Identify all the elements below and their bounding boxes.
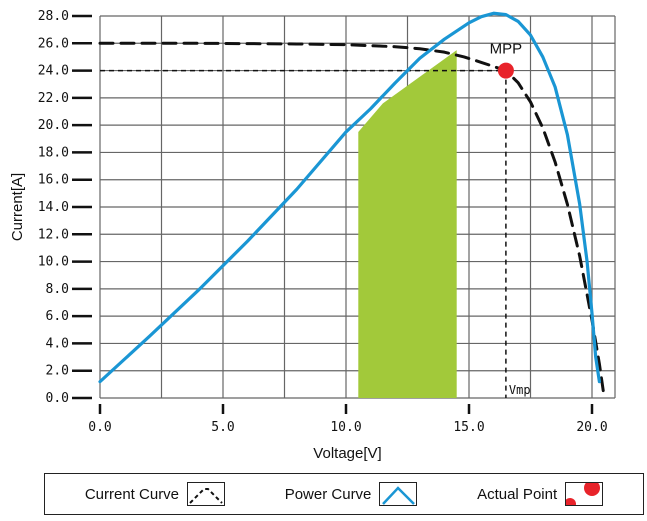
x-tick-label: 5.0 <box>211 420 234 435</box>
vmp-label: Vmp <box>509 383 531 397</box>
y-tick-label: 10.0 <box>38 255 69 270</box>
chart: 0.0 2.0 4.0 6.0 8.0 10.0 12.0 14.0 16.0 18.0 20.0 2… <box>9 9 616 462</box>
y-tick-label: 0.0 <box>46 391 69 406</box>
legend-label-power: Power Curve <box>284 485 372 503</box>
y-tick-label: 6.0 <box>46 309 69 324</box>
y-tick-label: 18.0 <box>38 145 69 160</box>
y-tick-label: 2.0 <box>46 364 69 379</box>
power-curve-line <box>98 11 601 384</box>
y-tick-label: 20.0 <box>38 118 69 133</box>
legend-label-actual: Actual Point <box>477 485 558 503</box>
x-axis-title: Voltage[V] <box>313 445 381 462</box>
mpp-label: MPP <box>490 41 523 58</box>
y-tick-label: 12.0 <box>38 227 69 242</box>
legend-item-power[interactable]: Power Curve <box>285 482 418 506</box>
legend-label-current: Current Curve <box>84 485 180 503</box>
power-curve-icon <box>379 482 418 506</box>
y-tick-label: 16.0 <box>38 173 69 188</box>
y-tick-label: 24.0 <box>38 64 69 79</box>
y-tick-label: 26.0 <box>38 36 69 51</box>
mpp-point <box>497 62 514 79</box>
legend-item-actual[interactable]: Actual Point <box>477 482 604 506</box>
shaded-region <box>358 50 457 398</box>
x-tick-label: 20.0 <box>576 420 607 435</box>
x-tick-label: 10.0 <box>330 420 361 435</box>
y-tick-label: 28.0 <box>38 9 69 24</box>
y-axis-title: Current[A] <box>9 173 26 241</box>
y-tick-label: 14.0 <box>38 200 69 215</box>
y-tick-label: 8.0 <box>46 282 69 297</box>
actual-point-icon <box>565 482 604 506</box>
x-tick-label: 0.0 <box>88 420 111 435</box>
legend-item-current[interactable]: Current Curve <box>84 482 226 506</box>
current-curve-line <box>98 41 606 400</box>
current-curve-icon <box>187 482 226 506</box>
x-tick-label: 15.0 <box>453 420 484 435</box>
y-tick-label: 4.0 <box>46 336 69 351</box>
y-tick-label: 22.0 <box>38 91 69 106</box>
legend: Current Curve Power Curve Actual Point <box>44 473 644 515</box>
